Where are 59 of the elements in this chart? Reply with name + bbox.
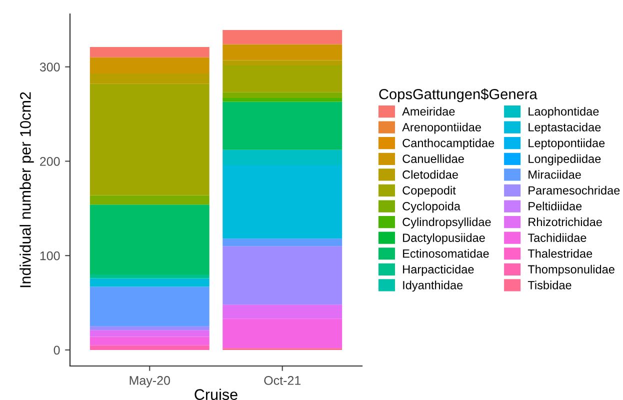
bar — [90, 286, 210, 326]
bar — [222, 164, 342, 239]
y-tick-label: 100 — [40, 251, 60, 260]
legend-label: Peltidiidae — [528, 202, 582, 210]
x-tick-label: Oct-21 — [264, 376, 301, 385]
y-axis-title: Individual number per 10cm2 — [20, 92, 34, 288]
bar — [222, 44, 342, 60]
legend-label: Harpacticidae — [403, 264, 474, 276]
legend-label: Ectinosomatidae — [403, 249, 489, 258]
legend-label: Rhizotrichidae — [528, 217, 602, 226]
legend-label: Leptastacidae — [528, 122, 601, 134]
bar — [222, 102, 342, 150]
legend-label: Leptopontiidae — [528, 138, 605, 150]
legend-label: Ameiridae — [402, 106, 455, 116]
legend-label: Thalestridae — [528, 249, 592, 258]
legend-label: Cletodidae — [402, 170, 458, 179]
bar — [222, 92, 342, 98]
bar — [222, 318, 342, 348]
bar — [222, 30, 342, 44]
legend-label: Thompsonulidae — [528, 264, 614, 276]
bar — [90, 47, 210, 58]
bar — [90, 330, 210, 337]
legend-label: Tachidiidae — [528, 233, 586, 242]
legend-label: Canthocamptidae — [402, 138, 494, 150]
bar — [90, 195, 210, 205]
legend-label: Dactylopusiidae — [403, 233, 485, 244]
legend-label: Arenopontiidae — [402, 122, 481, 134]
legend-label: Longipediidae — [528, 154, 601, 166]
legend-label: Copepodit — [402, 186, 456, 197]
y-tick-label: 200 — [40, 157, 60, 166]
legend-title: CopsGattungen$Genera — [379, 88, 538, 102]
bar — [90, 326, 210, 330]
legend-label: Idyanthidae — [403, 280, 463, 292]
bar — [90, 345, 210, 350]
bar — [90, 57, 210, 74]
bar — [90, 204, 210, 274]
bar — [90, 336, 210, 346]
legend-label: Cylindropsyllidae — [402, 217, 491, 228]
bar — [222, 60, 342, 65]
bar — [222, 246, 342, 305]
y-tick-label: 300 — [40, 62, 60, 72]
x-axis-title: Cruise — [194, 388, 238, 400]
legend-label: Paramesochridae — [528, 186, 620, 195]
bar — [90, 73, 210, 84]
bar — [222, 64, 342, 92]
bar — [90, 84, 210, 196]
bar — [222, 150, 342, 165]
x-tick-label: May-20 — [130, 376, 170, 388]
y-tick-label: 0 — [54, 346, 60, 355]
bar — [90, 274, 210, 278]
legend-label: Tisbidae — [528, 280, 572, 290]
legend-label: Miraciidae — [528, 170, 581, 179]
bar — [222, 98, 342, 102]
bar — [222, 304, 342, 319]
legend-label: Laophontidae — [528, 106, 599, 118]
bar — [222, 238, 342, 246]
bar — [90, 278, 210, 287]
legend-label: Canuellidae — [402, 154, 464, 163]
legend-label: Cyclopoida — [402, 202, 460, 213]
